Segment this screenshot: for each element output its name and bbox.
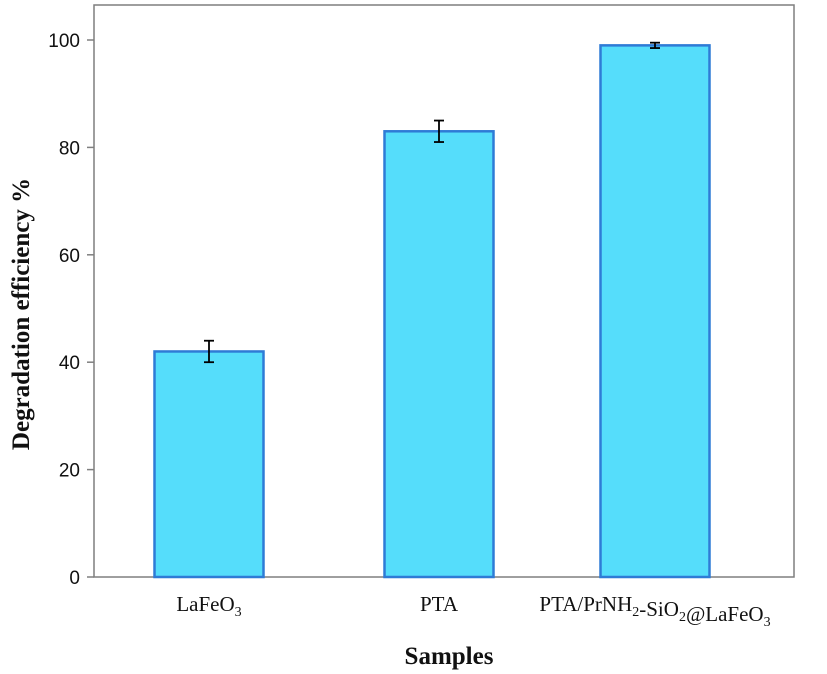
x-axis-title: Samples (405, 643, 494, 670)
error-bars (204, 41, 660, 364)
y-tick-label: 0 (69, 568, 80, 589)
bar (153, 350, 265, 579)
x-tick-label: PTA (420, 592, 459, 616)
bar (383, 130, 495, 579)
error-bar (204, 339, 214, 364)
y-tick-label: 60 (59, 246, 80, 267)
y-axis-title: Degradation efficiency % (8, 178, 35, 450)
y-ticks: 0 20 40 60 80 100 (48, 31, 94, 589)
x-ticks: LaFeO3 PTA PTA/PrNH2-SiO2@LaFeO3 (176, 592, 770, 630)
y-tick-label: 20 (59, 461, 80, 482)
x-tick-label: LaFeO3 (176, 592, 241, 620)
error-bar (650, 41, 660, 49)
y-tick-label: 80 (59, 138, 80, 159)
y-tick-label: 40 (59, 353, 80, 374)
bar (599, 44, 711, 579)
error-bar (434, 119, 444, 143)
y-tick-label: 100 (48, 31, 80, 52)
x-tick-label: PTA/PrNH2-SiO2@LaFeO3 (539, 592, 770, 630)
bars (153, 44, 711, 579)
